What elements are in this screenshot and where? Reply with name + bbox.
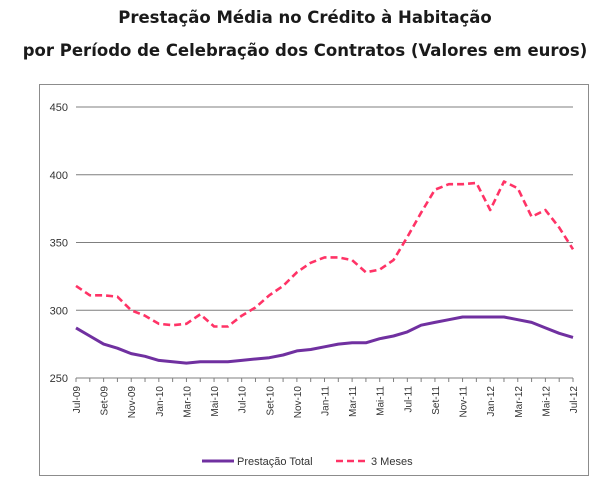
x-tick-label: Jul-10	[238, 386, 249, 414]
chart-subtitle: por Período de Celebração dos Contratos …	[22, 41, 588, 60]
legend-label-2: 3 Meses	[371, 456, 413, 468]
x-tick-label: Mar-11	[348, 386, 359, 417]
series-line-2	[75, 180, 575, 328]
x-tick-label: Nov-10	[293, 386, 304, 419]
x-tick-label: Set-10	[265, 386, 276, 416]
x-tick-label: Jul-09	[72, 386, 83, 414]
x-tick-label: Mar-10	[182, 386, 193, 418]
y-tick-label: 350	[50, 238, 68, 250]
x-tick-label: Nov-11	[459, 386, 470, 418]
x-tick-label: Nov-09	[127, 386, 138, 419]
x-tick-label: Jan-11	[321, 386, 332, 416]
x-tick-label: Mai-12	[541, 386, 552, 417]
x-tick-label: Jan-12	[486, 386, 497, 417]
x-tick-label: Set-09	[100, 386, 111, 416]
x-tick-label: Jul-11	[403, 386, 414, 413]
y-tick-label: 450	[50, 102, 68, 114]
chart-frame	[39, 84, 589, 476]
x-tick-label: Mai-11	[376, 386, 387, 416]
y-tick-label: 250	[50, 373, 68, 385]
x-tick-label: Mai-10	[210, 386, 221, 417]
y-tick-label: 300	[50, 305, 68, 317]
legend-label-1: Prestação Total	[237, 456, 313, 468]
x-tick-label: Jan-10	[155, 386, 166, 417]
x-tick-label: Mar-12	[514, 386, 525, 418]
y-tick-label: 400	[50, 170, 68, 182]
x-tick-label: Set-11	[431, 386, 442, 415]
chart-title: Prestação Média no Crédito à Habitação	[118, 8, 492, 27]
x-tick-label: Jul-12	[569, 386, 580, 414]
series-line-1	[75, 315, 574, 365]
